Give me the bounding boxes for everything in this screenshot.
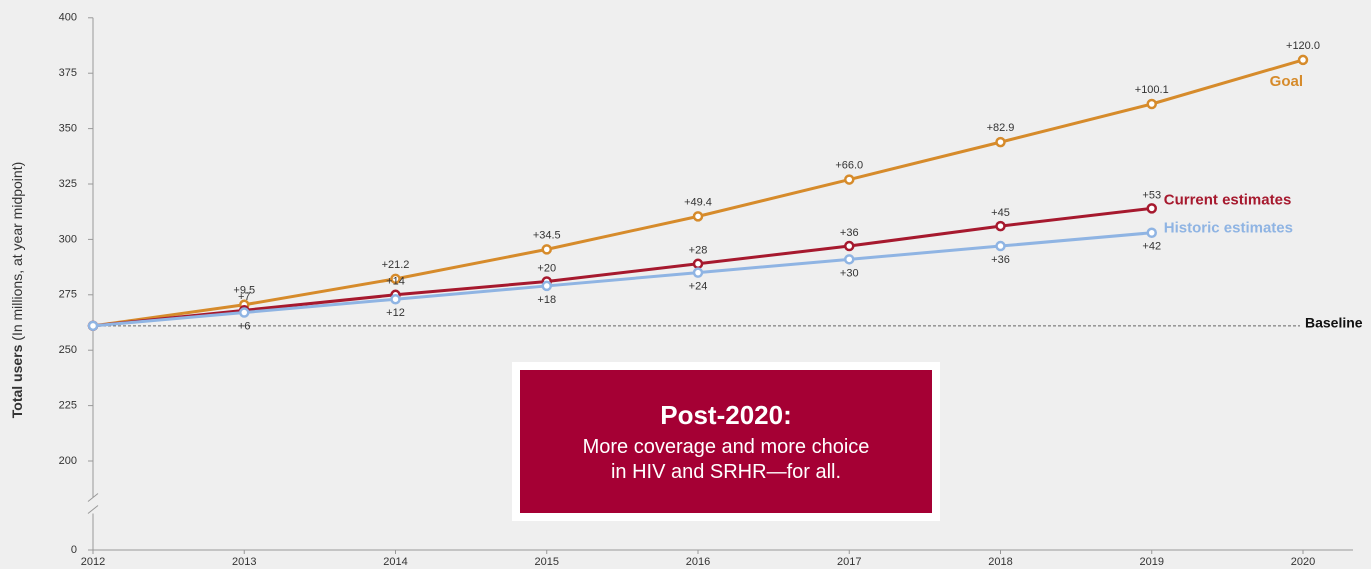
y-label-bold: Total users <box>9 344 25 418</box>
x-tick-label: 2013 <box>232 556 256 568</box>
y-tick-label: 300 <box>59 233 77 245</box>
point <box>995 136 1006 148</box>
point <box>995 220 1006 232</box>
x-tick-label: 2017 <box>837 556 861 568</box>
legend-label: Historic estimates <box>1164 220 1293 237</box>
y-axis-label: Total users (In millions, at year midpoi… <box>9 162 25 419</box>
increment-label: +100.1 <box>1135 84 1169 96</box>
increment-label: +21.2 <box>382 259 410 271</box>
increment-label: +34.5 <box>533 229 561 241</box>
y-tick-label: 375 <box>59 67 77 79</box>
increment-label: +49.4 <box>684 196 712 208</box>
y-tick-label: 275 <box>59 289 77 301</box>
point <box>844 254 855 265</box>
increment-label: +6 <box>238 320 251 332</box>
x-tick-label: 2012 <box>81 556 105 568</box>
point <box>1146 227 1157 239</box>
increment-label: +28 <box>689 245 708 257</box>
point <box>1297 54 1309 66</box>
callout-title: Post-2020: <box>660 400 792 430</box>
increment-label: +7 <box>238 291 251 303</box>
x-tick-label: 2019 <box>1140 556 1164 568</box>
legend-label: Current estimates <box>1164 191 1292 208</box>
callout-text: More coverage and more choice in HIV and… <box>582 436 870 483</box>
point <box>844 240 855 252</box>
y-tick-label: 325 <box>59 178 77 190</box>
y-tick-label: 200 <box>59 455 77 467</box>
x-tick-label: 2020 <box>1291 556 1315 568</box>
x-tick-label: 2015 <box>535 556 559 568</box>
increment-label: +66.0 <box>835 159 863 171</box>
increment-label: +53 <box>1142 189 1161 201</box>
y-tick-label: 250 <box>59 344 77 356</box>
y-tick-label: 400 <box>59 12 77 24</box>
x-tick-label: 2018 <box>988 556 1012 568</box>
increment-label: +36 <box>991 254 1010 266</box>
increment-label: +24 <box>689 281 708 293</box>
point <box>541 244 552 255</box>
point <box>844 174 855 185</box>
x-tick-label: 2014 <box>383 556 407 568</box>
series-line <box>92 231 1152 328</box>
point <box>1146 203 1157 214</box>
increment-label: +12 <box>386 307 405 319</box>
y-tick-label: 350 <box>59 123 77 135</box>
increment-label: +30 <box>840 267 859 279</box>
increment-label: +82.9 <box>987 122 1015 134</box>
increment-label: +45 <box>991 207 1010 219</box>
increment-label: +14 <box>386 276 405 288</box>
callout: Post-2020: More coverage and more choice… <box>512 362 940 521</box>
increment-label: +36 <box>840 227 859 239</box>
increment-label: +9.5 <box>233 285 255 297</box>
axis-break <box>87 493 99 514</box>
point <box>692 267 704 278</box>
point <box>1146 98 1157 110</box>
increment-label: +20 <box>537 262 556 274</box>
point <box>692 258 704 270</box>
x-tick-label: 2016 <box>686 556 710 568</box>
baseline-label: Baseline <box>1305 315 1363 331</box>
y-tick-label: 0 <box>71 544 77 556</box>
y-label-rest: (In millions, at year midpoint) <box>9 162 25 341</box>
point <box>239 307 250 318</box>
series-line <box>92 206 1152 328</box>
legend-label: Goal <box>1270 73 1303 90</box>
point <box>995 240 1006 252</box>
point <box>390 293 401 305</box>
axis-break-gap <box>87 497 99 514</box>
y-tick-label: 225 <box>59 400 77 412</box>
increment-label: +18 <box>537 294 556 306</box>
point <box>390 273 401 285</box>
point <box>541 280 552 292</box>
point <box>87 320 99 332</box>
increment-label: +120.0 <box>1286 40 1320 52</box>
point <box>692 211 704 222</box>
increment-label: +42 <box>1142 241 1161 253</box>
